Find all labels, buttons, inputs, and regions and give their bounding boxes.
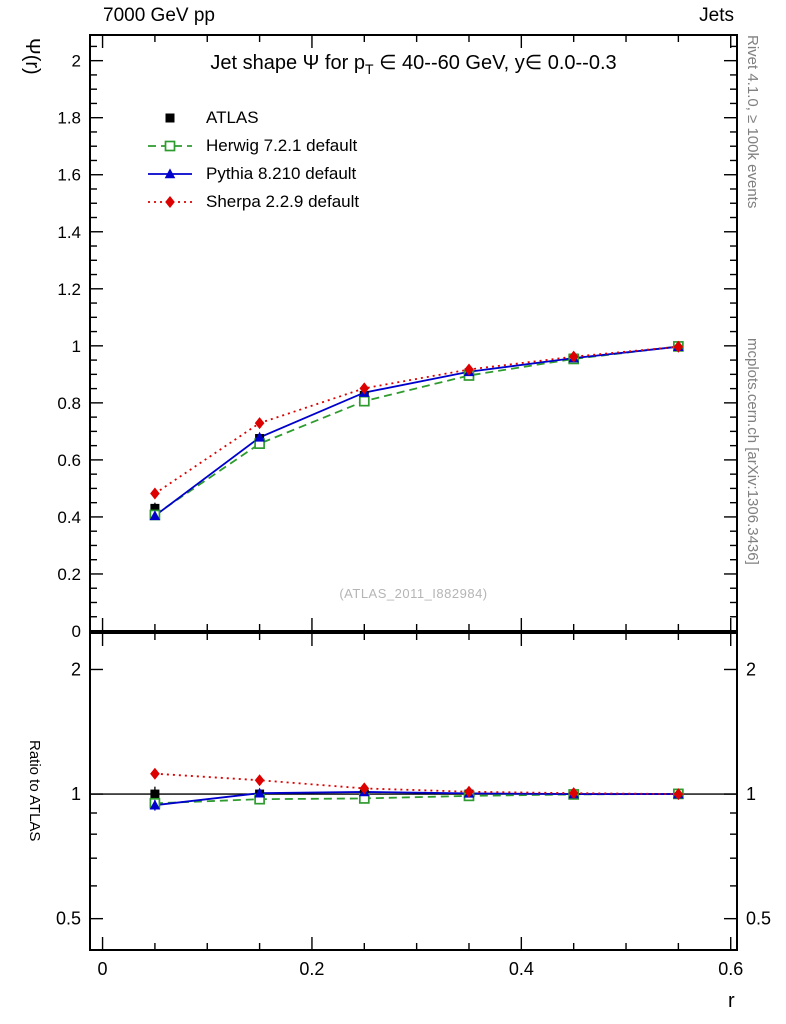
svg-text:0: 0 [72,622,81,641]
mcplots-citation-note: mcplots.cern.ch [arXiv:1306.3436] [744,338,761,565]
legend-item: Sherpa 2.2.9 default [146,188,359,216]
svg-text:0.2: 0.2 [57,565,81,584]
svg-text:0.6: 0.6 [57,451,81,470]
legend-label: ATLAS [206,108,259,127]
legend-label: Pythia 8.210 default [206,164,357,183]
plot-title-subscript: T [364,61,374,77]
ratio-panel [90,767,737,811]
svg-text:1: 1 [71,784,81,804]
legend-item: Pythia 8.210 default [146,160,359,188]
legend-marker-square-filled [165,113,175,123]
svg-text:2: 2 [71,659,81,679]
svg-text:1.4: 1.4 [57,223,81,242]
svg-text:1: 1 [72,337,81,356]
legend-label: Sherpa 2.2.9 default [206,192,360,211]
legend-item: Herwig 7.2.1 default [146,132,359,160]
legend-label: Herwig 7.2.1 default [206,136,358,155]
plot-title-pre: Jet shape Ψ for p [210,52,365,74]
legend-marker-triangle-filled [148,168,192,179]
y-axis-label-main: Ψ(r) [21,38,43,75]
main-panel [149,340,684,521]
analysis-group-label: Jets [699,5,734,26]
y-axis-label-ratio: Ratio to ATLAS [26,740,43,842]
legend-marker-square-open [148,140,192,152]
plot-title-post: ∈ 40--60 GeV, y∈ 0.0--0.3 [373,52,617,74]
analysis-id-watermark: (ATLAS_2011_I882984) [339,586,488,601]
legend: ATLAS Herwig 7.2.1 default Pythia 8.210 de… [146,104,359,216]
x-axis-label: r [728,990,735,1012]
svg-text:0.4: 0.4 [509,959,534,979]
svg-text:1.6: 1.6 [57,166,81,185]
plot-title: Jet shape Ψ for pT ∈ 40--60 GeV, y∈ 0.0-… [90,50,737,77]
svg-text:0.4: 0.4 [57,508,81,527]
svg-text:1.8: 1.8 [57,109,81,128]
svg-text:0.6: 0.6 [718,959,743,979]
svg-text:0.2: 0.2 [299,959,324,979]
svg-text:2: 2 [72,52,81,71]
svg-text:0: 0 [98,959,108,979]
svg-text:0.8: 0.8 [57,394,81,413]
beam-energy-label: 7000 GeV pp [103,5,215,26]
legend-item: ATLAS [146,104,359,132]
rivet-version-note: Rivet 4.1.0, ≥ 100k events [744,35,761,209]
svg-text:1: 1 [746,784,756,804]
legend-marker-diamond-filled [148,196,192,208]
svg-text:0.5: 0.5 [746,909,771,929]
svg-text:1.2: 1.2 [57,280,81,299]
svg-text:0.5: 0.5 [56,909,81,929]
svg-text:2: 2 [746,659,756,679]
